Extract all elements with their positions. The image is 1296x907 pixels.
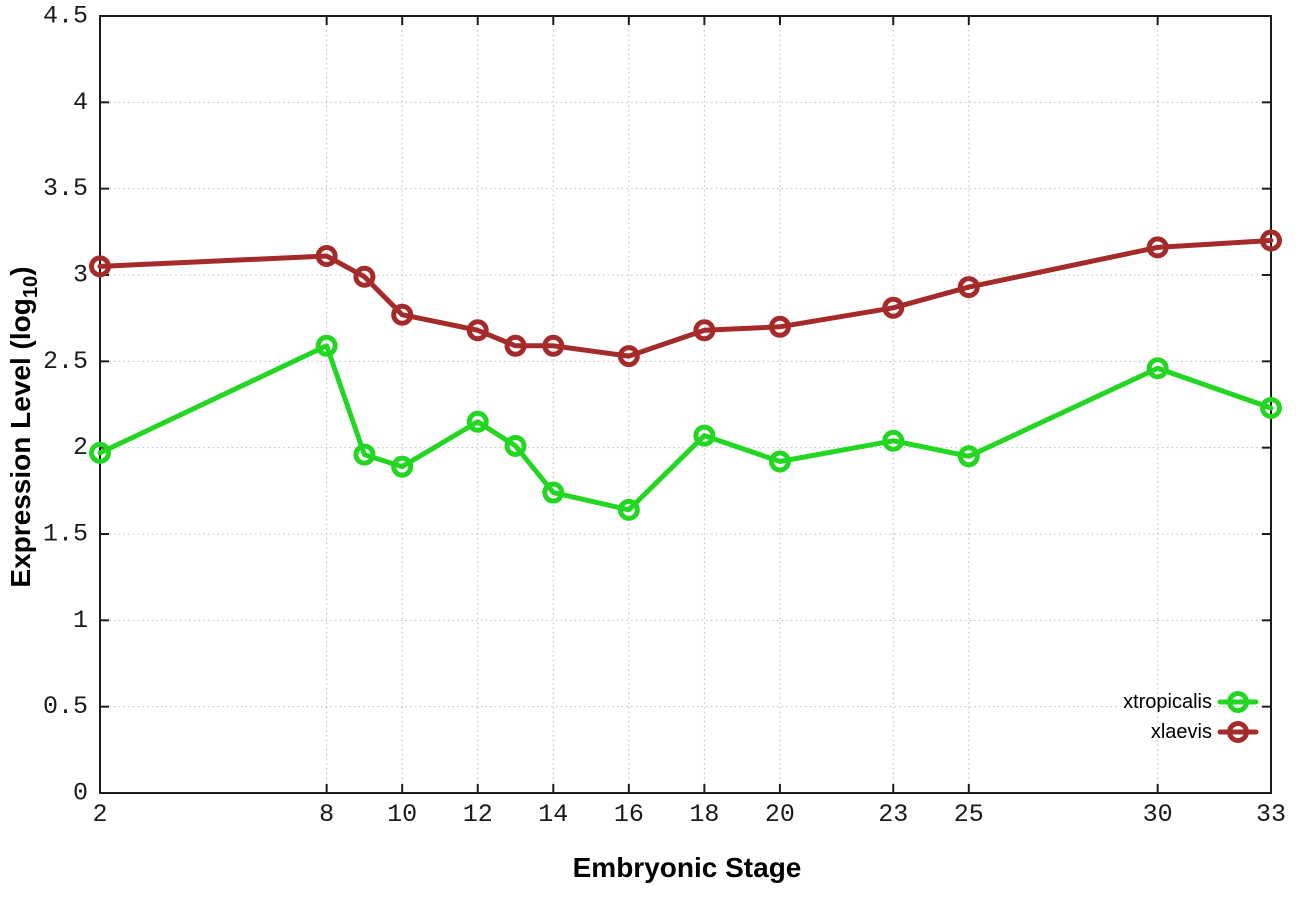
data-point <box>693 319 716 342</box>
data-point <box>1260 396 1282 419</box>
legend-item-xtropicalis: xtropicalis <box>1123 691 1259 713</box>
x-tick-label: 18 <box>689 800 719 829</box>
y-tick-label: 2.5 <box>43 347 88 376</box>
y-tick-label: 3 <box>73 261 88 290</box>
legend-item-xlaevis: xlaevis <box>1151 721 1259 743</box>
data-point <box>882 296 905 319</box>
y-tick-label: 2 <box>73 433 88 462</box>
data-point <box>466 319 489 342</box>
x-tick-label: 16 <box>614 800 644 829</box>
y-tick-label: 4.5 <box>43 2 88 31</box>
data-point <box>391 455 414 478</box>
data-point <box>693 424 716 447</box>
data-point <box>542 481 565 504</box>
data-point <box>315 334 338 357</box>
data-point <box>957 445 980 468</box>
x-tick-label: 8 <box>319 800 334 829</box>
data-point <box>466 410 489 433</box>
data-point <box>1146 357 1169 380</box>
data-point <box>89 255 111 278</box>
y-tick-label: 1 <box>73 606 88 635</box>
series-xtropicalis <box>89 334 1282 521</box>
gridlines <box>99 15 1272 794</box>
legend-open-circle-icon <box>1227 691 1249 713</box>
data-point <box>1260 229 1282 252</box>
y-tick-label: 0 <box>73 779 88 808</box>
data-point <box>315 245 338 268</box>
y-axis-title: Expression Level (log10) <box>5 266 43 587</box>
y-tick-label: 1.5 <box>43 520 88 549</box>
y-axis-title-close: ) <box>5 266 37 276</box>
x-tick-label: 25 <box>954 800 984 829</box>
legend-label: xtropicalis <box>1123 691 1212 713</box>
x-tick-label: 33 <box>1256 800 1286 829</box>
legend-label: xlaevis <box>1151 721 1212 743</box>
x-tick-label: 10 <box>387 800 417 829</box>
series-line <box>97 237 1274 359</box>
data-point <box>89 441 111 464</box>
data-point <box>504 434 527 457</box>
plot-border <box>99 15 1272 794</box>
data-point <box>504 334 527 357</box>
tick-labels: 2 8 10 12 14 16 18 20 23 25 30 33 0 0.5 1 1.5 2 2.5 3 3.5 4 4… <box>43 2 1286 830</box>
data-point <box>1146 236 1169 259</box>
data-point <box>617 345 640 368</box>
y-tick-label: 4 <box>73 88 88 117</box>
y-axis-title-subscript: 10 <box>19 275 42 299</box>
x-tick-label: 30 <box>1143 800 1173 829</box>
legend-open-circle-icon <box>1227 721 1249 743</box>
data-point <box>542 334 565 357</box>
y-tick-label: 3.5 <box>43 174 88 203</box>
series-xlaevis <box>89 229 1282 368</box>
data-point <box>353 443 376 466</box>
legend: xtropicalis xlaevis <box>1123 691 1259 743</box>
x-tick-label: 23 <box>878 800 908 829</box>
axes <box>99 15 1272 794</box>
data-point <box>882 429 905 452</box>
x-tick-label: 20 <box>765 800 795 829</box>
data-point <box>391 303 414 326</box>
y-axis-title-text: Expression Level (log <box>5 298 37 588</box>
x-axis-title: Embryonic Stage <box>572 852 802 883</box>
data-point <box>617 498 640 521</box>
series-line <box>97 343 1274 513</box>
data-point <box>768 315 791 338</box>
data-point <box>353 265 376 288</box>
x-tick-label: 14 <box>538 800 568 829</box>
x-tick-label: 12 <box>463 800 493 829</box>
x-tick-label: 2 <box>92 800 107 829</box>
y-tick-label: 0.5 <box>43 692 88 721</box>
data-point <box>768 450 791 473</box>
data-point <box>957 276 980 299</box>
